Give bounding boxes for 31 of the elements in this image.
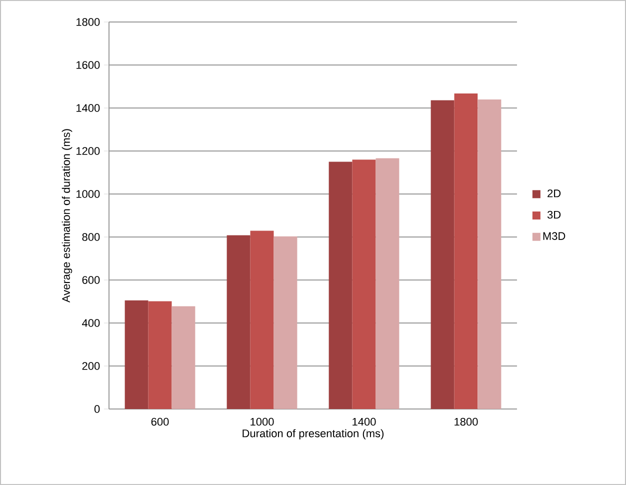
y-tick-label: 0 [94,405,100,413]
x-tick-label: 1400 [352,418,376,426]
bar [226,235,250,409]
bar [352,160,376,409]
bar [454,93,478,409]
x-axis-title: Duration of presentation (ms) [242,429,384,440]
y-tick-label: 600 [82,276,100,284]
bar [328,162,352,409]
y-tick-label: 400 [82,319,100,327]
x-tick-label: 600 [151,418,169,426]
legend-label: M3D [543,232,566,240]
y-tick-label: 1800 [76,18,100,26]
legend-label: 3D [547,210,561,219]
y-tick-label: 1400 [76,104,100,112]
y-tick-label: 800 [82,233,100,241]
bar [478,99,502,409]
bar [172,306,196,409]
x-tick-label: 1800 [454,418,478,426]
bar [124,300,148,409]
x-tick-label: 1000 [250,418,274,426]
y-tick-label: 1600 [76,61,100,69]
bar [274,236,298,409]
bar [148,301,172,409]
y-tick-label: 200 [82,362,100,370]
bar [250,230,274,409]
y-tick-label: 1200 [76,147,100,155]
y-tick-label: 1000 [76,190,100,198]
y-axis-title: Average estimation of duration (ms) [62,129,72,303]
bar [376,158,400,409]
legend-label: 2D [548,190,561,198]
bar [430,100,454,409]
